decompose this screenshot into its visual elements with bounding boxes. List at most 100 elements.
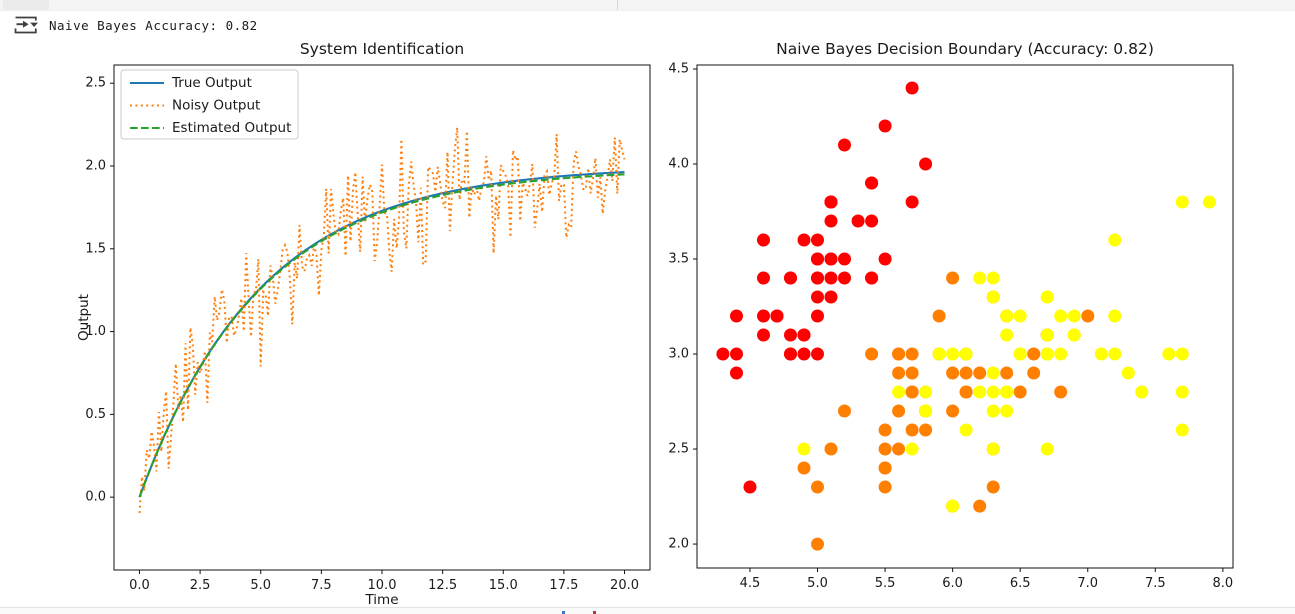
scatter-point — [1000, 309, 1014, 323]
scatter-point — [1094, 347, 1108, 361]
scatter-point — [959, 423, 973, 437]
scatter-point — [797, 442, 811, 456]
scatter-point — [757, 309, 770, 323]
scatter-point — [757, 271, 770, 285]
scatter-point — [824, 252, 838, 266]
scatter-point — [892, 442, 906, 456]
scatter-point — [905, 442, 919, 456]
scatter-point — [919, 157, 933, 171]
scatter-point — [1135, 385, 1149, 399]
scatter-point — [946, 499, 960, 513]
y-tick-label: 2.5 — [85, 76, 106, 91]
scatter-point — [946, 366, 960, 380]
scatter-point — [784, 328, 797, 342]
scatter-point — [1175, 385, 1189, 399]
scatter-point — [811, 537, 824, 551]
scatter-points — [716, 81, 1216, 551]
x-tick-label: 10.0 — [368, 578, 397, 593]
x-tick-label: 7.5 — [1145, 576, 1166, 591]
scatter-point — [892, 404, 906, 418]
scatter-point — [986, 442, 1000, 456]
scatter-point — [892, 366, 906, 380]
scatter-point — [1000, 366, 1014, 380]
scatter-point — [1040, 442, 1054, 456]
scatter-point — [1054, 385, 1068, 399]
top-tab-bar — [0, 0, 1295, 11]
scatter-point — [892, 347, 906, 361]
scatter-point — [892, 385, 906, 399]
y-tick-label: 3.0 — [668, 347, 689, 362]
scatter-point — [811, 233, 824, 247]
scatter-point — [1067, 309, 1081, 323]
scatter-point — [932, 347, 946, 361]
scatter-point — [878, 252, 892, 266]
output-redirect-icon[interactable] — [14, 15, 39, 35]
y-tick-label: 0.5 — [85, 407, 106, 422]
scatter-point — [811, 347, 824, 361]
scatter-point — [730, 347, 743, 361]
scatter-point — [1000, 385, 1014, 399]
scatter-point — [730, 309, 743, 323]
x-tick-label: 7.5 — [311, 578, 332, 593]
series-true-output — [138, 171, 625, 498]
scatter-point — [811, 271, 824, 285]
x-tick-label: 2.5 — [190, 578, 211, 593]
scatter-point — [1108, 309, 1122, 323]
scatter-point — [1121, 366, 1135, 380]
scatter-point — [878, 480, 892, 494]
scatter-point — [946, 271, 960, 285]
y-tick-label: 1.0 — [85, 324, 106, 339]
scatter-point — [865, 214, 879, 228]
scatter-point — [1054, 309, 1068, 323]
scatter-point — [1027, 366, 1041, 380]
x-tick-label: 5.5 — [875, 576, 896, 591]
scatter-point — [1013, 347, 1027, 361]
scatter-point — [905, 347, 919, 361]
scatter-point — [811, 252, 824, 266]
scatter-point — [973, 271, 987, 285]
scatter-point — [865, 176, 879, 190]
x-tick-label: 5.0 — [250, 578, 271, 593]
scatter-point — [959, 366, 973, 380]
scatter-point — [946, 404, 960, 418]
x-tick-label: 4.5 — [740, 576, 761, 591]
scatter-point — [986, 271, 1000, 285]
scatter-point — [1054, 347, 1068, 361]
scatter-point — [824, 271, 838, 285]
series-estimated-output — [138, 173, 625, 498]
scatter-point — [1067, 328, 1081, 342]
y-tick-label: 1.5 — [85, 241, 106, 256]
x-tick-label: 17.5 — [549, 578, 578, 593]
scatter-point — [878, 461, 892, 475]
scatter-point — [1108, 233, 1122, 247]
scatter-point — [865, 347, 879, 361]
tab-bar-divider — [617, 0, 618, 10]
y-tick-label: 4.5 — [668, 61, 689, 76]
active-tab-stub[interactable] — [3, 0, 49, 10]
scatter-point — [851, 214, 865, 228]
scatter-point — [959, 385, 973, 399]
series-noisy-output — [138, 127, 626, 514]
scatter-point — [1000, 404, 1014, 418]
y-tick-label: 2.5 — [668, 442, 689, 457]
scatter-point — [919, 385, 933, 399]
bottom-edge-strip — [0, 607, 1295, 614]
x-tick-label: 15.0 — [489, 578, 518, 593]
scatter-point — [1175, 195, 1189, 209]
scatter-point — [1040, 290, 1054, 304]
y-tick-label: 2.0 — [668, 537, 689, 552]
scatter-point — [1013, 309, 1027, 323]
scatter-point — [1162, 347, 1176, 361]
scatter-point — [1108, 347, 1122, 361]
scatter-point — [919, 423, 933, 437]
scatter-point — [784, 347, 797, 361]
x-axis-label: Time — [364, 592, 398, 608]
scatter-point — [824, 290, 838, 304]
scatter-point — [865, 271, 879, 285]
scatter-point — [824, 195, 838, 209]
scatter-point — [757, 233, 770, 247]
y-tick-label: 4.0 — [668, 157, 689, 172]
scatter-point — [838, 138, 851, 152]
y-tick-label: 3.5 — [668, 252, 689, 267]
